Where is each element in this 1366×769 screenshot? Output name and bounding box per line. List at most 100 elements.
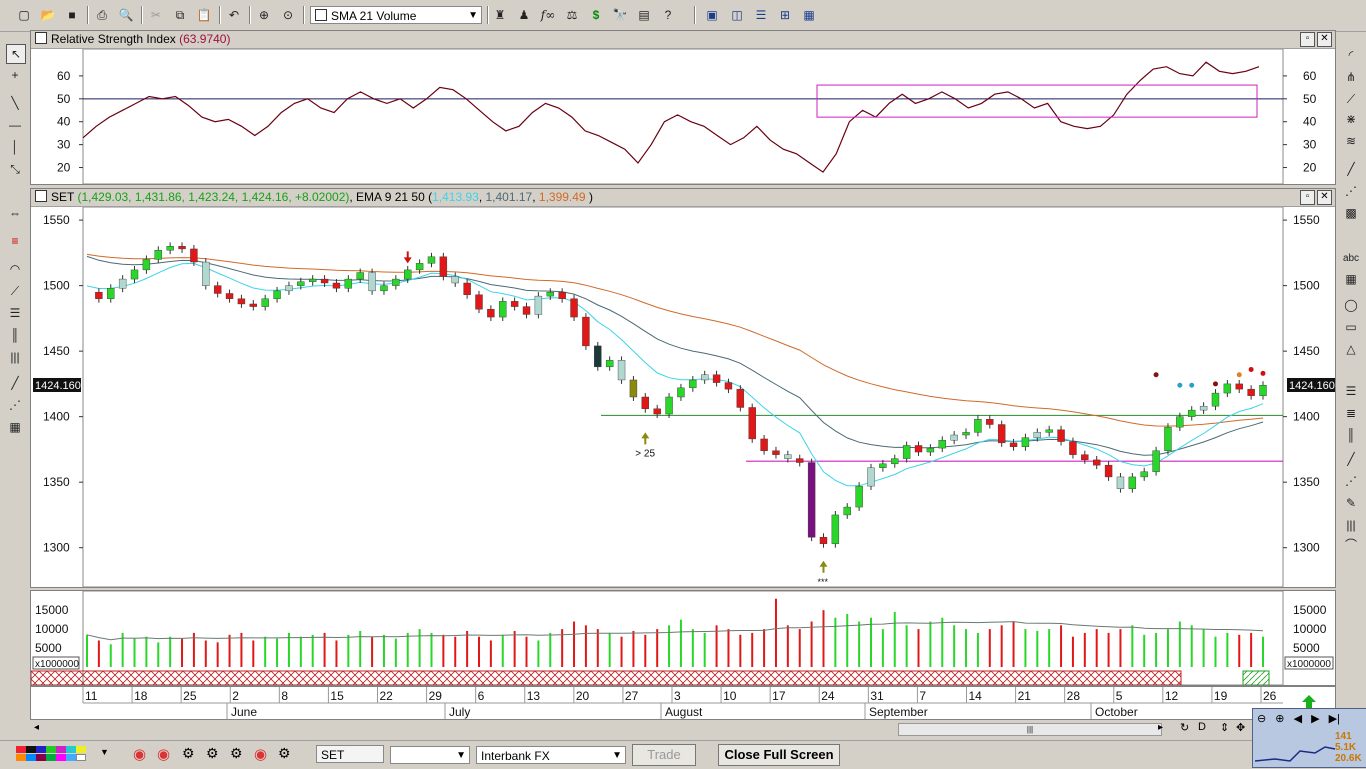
triangle-icon[interactable]: △ [1346, 342, 1356, 356]
properties-icon[interactable]: ▤ [638, 8, 650, 22]
trade-button[interactable]: Trade [632, 744, 696, 766]
text-tool-icon[interactable]: abc [1342, 253, 1360, 264]
ellipse-icon[interactable]: ◯ [1344, 298, 1358, 312]
nav-last-icon[interactable]: ▶| [1328, 713, 1340, 725]
rsi-chart[interactable]: 60 60 50 50 40 40 30 30 20 20 [31, 49, 1335, 184]
trendline-icon[interactable]: ╲ [11, 96, 19, 110]
period-combo[interactable]: ▼ [390, 746, 470, 764]
dollar-icon[interactable]: $ [592, 8, 600, 22]
rectangle-icon[interactable]: ▭ [1345, 320, 1357, 334]
print-preview-icon[interactable]: 🔍 [118, 8, 134, 22]
save-icon[interactable]: ■ [68, 8, 76, 22]
tools4-icon[interactable]: ⚙ [278, 745, 291, 761]
indicator-icon[interactable]: ⚖ [566, 8, 578, 22]
close-icon[interactable]: ✕ [1317, 32, 1332, 47]
data-source-combo[interactable]: Interbank FX ▼ [476, 746, 626, 764]
binoculars-icon[interactable]: 🔭 [612, 8, 628, 22]
tools-icon[interactable]: ⚙ [182, 745, 195, 761]
table-icon[interactable]: ▦ [1345, 272, 1357, 286]
gann-icon[interactable]: ⋇ [1345, 112, 1357, 126]
ray-right-icon[interactable]: ╱ [1347, 452, 1355, 466]
wizard-icon[interactable]: ♟ [518, 8, 530, 22]
levels-icon[interactable]: ☰ [1345, 384, 1357, 398]
cycle-lines-icon[interactable]: ||| [10, 350, 20, 364]
palette-dropdown-icon[interactable]: ▼ [100, 747, 109, 757]
maximize-icon[interactable]: ▫ [1300, 190, 1315, 205]
volume-chart[interactable]: 15000 15000 10000 10000 5000 5000 x1000000 x100… [31, 591, 1335, 685]
color-palette[interactable] [16, 746, 98, 762]
gann-fan-icon[interactable]: ⋰ [9, 398, 21, 412]
open-icon[interactable]: 📂 [40, 8, 56, 22]
maximize-icon[interactable]: ▫ [1300, 32, 1315, 47]
fan-icon[interactable]: ⟋ [10, 284, 20, 298]
expert-icon[interactable]: ♜ [494, 8, 506, 22]
nav-zoom-out-icon[interactable]: ⊖ [1257, 713, 1267, 725]
price-chart[interactable]: 1550 1550 1500 1500 1450 1450 1400 1400 1350 1350… [31, 207, 1335, 587]
close-icon[interactable]: ✕ [1317, 190, 1332, 205]
chevron-down-icon[interactable]: ▼ [612, 750, 622, 761]
nav-prev-icon[interactable]: ◀ [1293, 713, 1303, 725]
speed-lines-icon[interactable]: ⟋ [1346, 92, 1356, 106]
chevron-down-icon[interactable]: ▼ [456, 750, 466, 761]
cut-icon[interactable]: ✂ [150, 8, 162, 22]
undo-icon[interactable]: ↶ [228, 8, 240, 22]
move-icon[interactable]: ⇔ [9, 206, 21, 220]
browser2-icon[interactable]: ◉ [157, 746, 171, 763]
horizontal-scrollbar[interactable]: ◂ ||| ▸ ↻ D ⇕ ✥ [30, 720, 1250, 738]
symbol-input[interactable]: SET [316, 745, 384, 763]
vertical-line-icon[interactable]: │ [11, 140, 19, 154]
channel-icon[interactable]: ╱ [11, 376, 19, 390]
pen-icon[interactable]: ✎ [1345, 496, 1357, 510]
tools2-icon[interactable]: ⚙ [206, 745, 219, 761]
refresh-icon[interactable]: ↻ [1180, 722, 1190, 734]
function-icon[interactable]: f∞ [540, 8, 556, 22]
close-full-screen-button[interactable]: Close Full Screen [718, 744, 840, 766]
browser-icon[interactable]: ◉ [133, 746, 147, 763]
scroll-left-icon[interactable]: ◂ [34, 722, 40, 733]
zoom-icon[interactable]: ⊙ [282, 8, 294, 22]
arc-right-icon[interactable]: ◜ [1348, 48, 1354, 62]
ray-icon[interactable]: ⤡ [10, 162, 20, 176]
cycle-right-icon[interactable]: ||| [1346, 518, 1356, 532]
fib-time-icon[interactable]: ║ [10, 328, 20, 342]
scroll-right-icon[interactable]: ▸ [1158, 722, 1164, 733]
fan2-right-icon[interactable]: ⋰ [1345, 474, 1357, 488]
fan-right-icon[interactable]: ⋰ [1345, 184, 1357, 198]
tile-v-icon[interactable]: ◫ [731, 8, 743, 22]
print-icon[interactable]: ⎙ [97, 8, 107, 22]
tile-h-icon[interactable]: ☰ [755, 8, 767, 22]
regression-icon[interactable]: ≋ [1345, 134, 1357, 148]
help-icon[interactable]: ? [664, 8, 672, 22]
fib-retracement-icon[interactable]: ☰ [9, 306, 21, 320]
pitchfork-icon[interactable]: ⋔ [1345, 70, 1357, 84]
paste-icon[interactable]: 📋 [196, 8, 212, 22]
period-d-icon[interactable]: D [1198, 721, 1206, 733]
chevron-down-icon[interactable]: ▼ [468, 10, 478, 21]
layout-icon[interactable]: ▣ [706, 8, 718, 22]
scale-icon[interactable]: ⇕ [1220, 722, 1230, 734]
crosshair-icon[interactable]: ⊕ [258, 8, 270, 22]
line-right-icon[interactable]: ╱ [1347, 162, 1355, 176]
bars-icon[interactable]: ║ [1346, 428, 1356, 442]
arc-icon[interactable]: ◠ [9, 262, 21, 276]
nav-zoom-in-icon[interactable]: ⊕ [1275, 713, 1285, 725]
browser3-icon[interactable]: ◉ [254, 746, 268, 763]
tile-grid-icon[interactable]: ⊞ [779, 8, 791, 22]
crosshair-tool-icon[interactable]: + [11, 68, 19, 82]
curve-icon[interactable]: ⌒ [1344, 538, 1357, 552]
grid-tool-icon[interactable]: ▦ [9, 420, 21, 434]
fib-ext-icon[interactable]: ≣ [1345, 406, 1357, 420]
scroll-thumb[interactable]: ||| [898, 723, 1162, 736]
pointer-icon[interactable]: ↖ [6, 44, 26, 64]
new-icon[interactable]: ▢ [18, 8, 30, 22]
flag-icon[interactable]: ≡ [11, 234, 19, 248]
nav-next-icon[interactable]: ▶ [1311, 713, 1320, 725]
copy-icon[interactable]: ⧉ [175, 8, 185, 22]
grid-right-icon[interactable]: ▩ [1345, 206, 1357, 220]
move-chart-icon[interactable]: ✥ [1236, 722, 1246, 734]
horizontal-line-icon[interactable]: — [9, 118, 21, 132]
arrange-icon[interactable]: ▦ [803, 8, 815, 22]
thumbnail-navigator[interactable]: ⊖ ⊕ ◀ ▶ ▶| 141 5.1K 20.6K [1252, 708, 1366, 768]
indicator-combo[interactable]: SMA 21 Volume ▼ [310, 6, 482, 24]
tools3-icon[interactable]: ⚙ [230, 745, 243, 761]
